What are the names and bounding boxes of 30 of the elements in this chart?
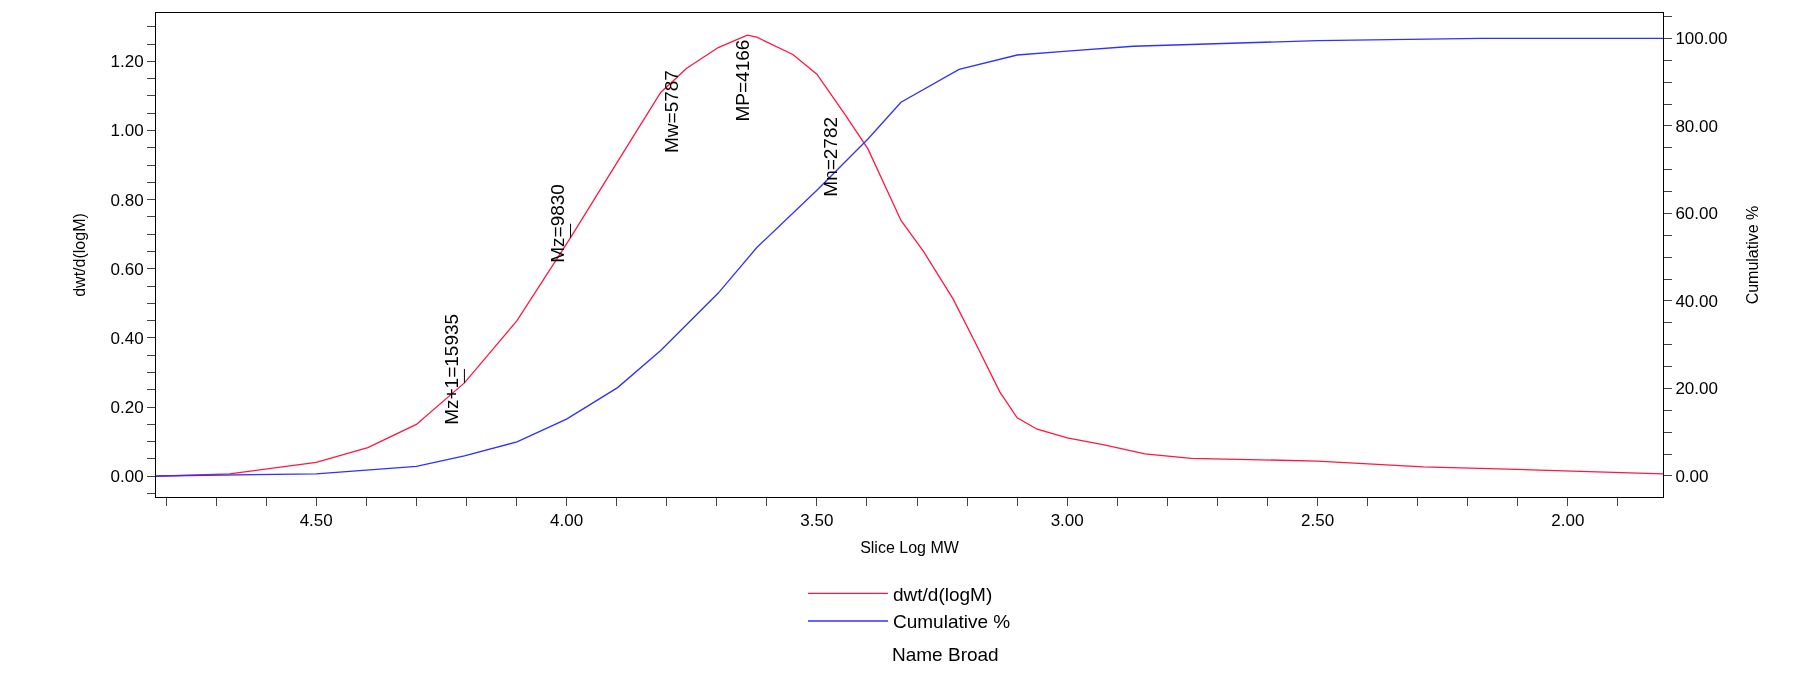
legend-label: dwt/d(logM): [893, 583, 993, 605]
y-axis-title: dwt/d(logM): [71, 213, 89, 297]
annotation: Mz+1=15935: [441, 313, 462, 425]
y-tick-label: 1.00: [110, 121, 144, 141]
y2-tick-label: 20.00: [1675, 379, 1718, 399]
y2-tick-label: 60.00: [1675, 204, 1718, 224]
y2-tick-label: 0.00: [1675, 466, 1709, 486]
annotation: Mw=5787: [661, 70, 683, 154]
y2-tick-label: 100.00: [1675, 29, 1728, 49]
x-tick-label: 2.00: [1551, 511, 1585, 531]
legend-label: Cumulative %: [893, 611, 1011, 633]
y-tick-label: 1.20: [110, 52, 144, 72]
y2-axis-title: Cumulative %: [1744, 205, 1762, 305]
x-tick-label: 2.50: [1300, 511, 1335, 531]
y2-tick-label: 40.00: [1675, 291, 1718, 311]
x-tick-label: 4.50: [299, 511, 333, 531]
y-tick-label: 0.20: [110, 398, 144, 418]
annotation: MP=4166: [732, 39, 754, 122]
y-tick-label: 0.00: [110, 467, 144, 487]
y-tick-label: 0.80: [110, 190, 144, 210]
annotation: Mz=9830: [547, 184, 569, 263]
annotation: Mn=2782: [820, 116, 842, 197]
y-tick-label: 0.60: [110, 259, 144, 279]
text: Name Broad: [892, 644, 999, 665]
x-tick-label: 3.00: [1050, 511, 1084, 531]
x-tick-label: 4.00: [549, 511, 584, 531]
x-tick-label: 3.50: [800, 511, 834, 531]
y-tick-label: 0.40: [110, 328, 144, 348]
y2-tick-label: 80.00: [1675, 116, 1718, 136]
x-axis-title: Slice Log MW: [860, 539, 960, 557]
